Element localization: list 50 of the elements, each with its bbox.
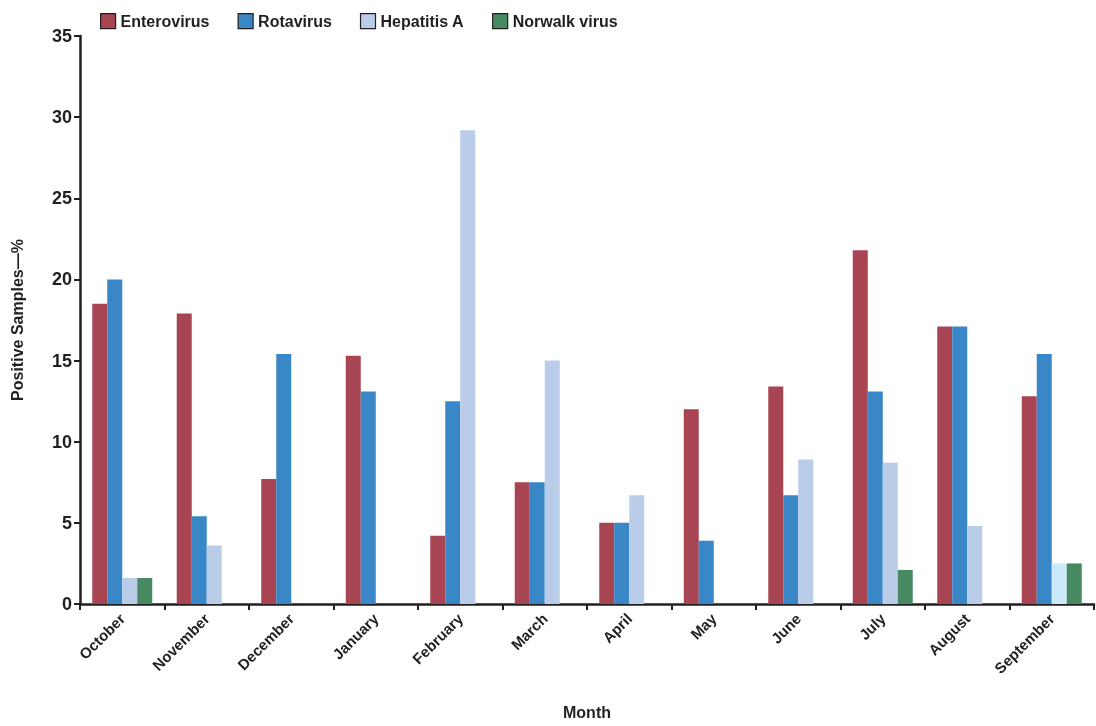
bar — [445, 401, 461, 604]
bar — [92, 303, 108, 604]
bar — [852, 250, 868, 604]
y-tick-label: 25 — [51, 188, 72, 209]
bar — [967, 526, 983, 604]
bar — [1021, 396, 1037, 604]
y-tick-label: 10 — [51, 431, 72, 452]
bar — [1036, 354, 1052, 604]
bar — [360, 391, 376, 604]
bar — [276, 354, 292, 604]
bar — [345, 355, 361, 604]
bar — [614, 522, 630, 604]
bar — [460, 130, 476, 604]
bar — [798, 459, 814, 604]
y-tick-label: 20 — [51, 269, 72, 290]
legend-label: Norwalk virus — [512, 12, 618, 30]
bar — [137, 578, 153, 604]
y-tick-label: 5 — [61, 512, 72, 533]
x-axis-title: Month — [563, 703, 611, 721]
bar — [107, 279, 123, 604]
bar — [544, 360, 560, 604]
bar — [1051, 563, 1067, 604]
legend-label: Enterovirus — [120, 12, 210, 30]
bar — [1066, 563, 1082, 604]
bar — [882, 462, 898, 604]
legend-label: Rotavirus — [258, 12, 333, 30]
y-tick-label: 30 — [51, 107, 72, 128]
bar — [206, 545, 222, 604]
bar — [937, 326, 953, 604]
y-tick-label: 0 — [61, 594, 72, 614]
bar — [599, 522, 615, 604]
y-axis-title: Positive Samples—% — [8, 239, 26, 401]
bar — [529, 482, 545, 604]
bar — [514, 482, 530, 604]
bar — [698, 540, 714, 604]
bar — [768, 386, 784, 604]
bar — [176, 313, 192, 604]
y-tick-label: 15 — [51, 350, 72, 371]
bar — [261, 479, 277, 604]
bar — [629, 495, 645, 604]
bar — [897, 569, 913, 604]
bar — [683, 409, 699, 604]
bar — [191, 516, 207, 604]
bar — [430, 535, 446, 604]
legend-label: Hepatitis A — [380, 12, 464, 30]
y-tick-label: 35 — [51, 26, 72, 46]
bar — [122, 578, 138, 604]
bar — [952, 326, 968, 604]
bar — [867, 391, 883, 604]
bar — [783, 495, 799, 604]
